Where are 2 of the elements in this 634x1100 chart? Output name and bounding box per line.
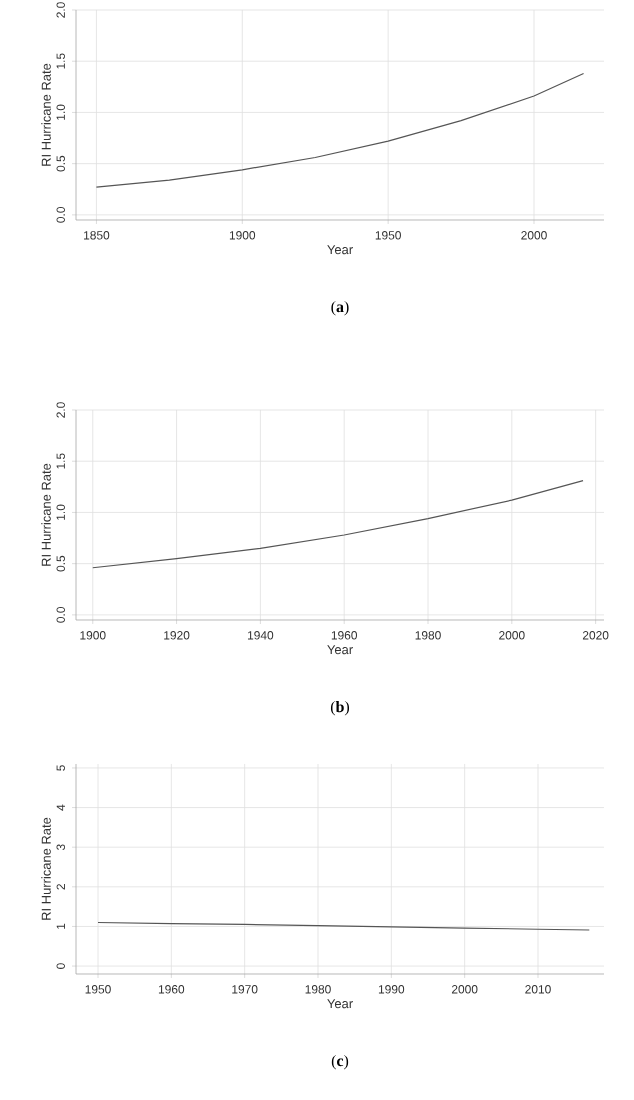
line-series <box>95 72 585 188</box>
line-series <box>92 480 584 569</box>
